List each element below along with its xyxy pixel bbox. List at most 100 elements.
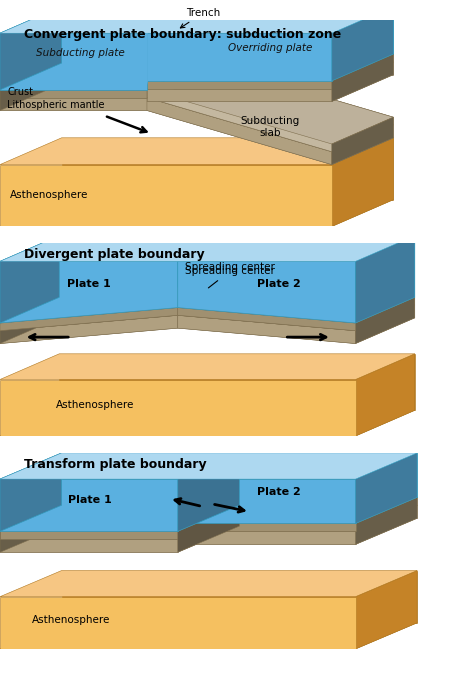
Polygon shape [332, 138, 393, 226]
Polygon shape [178, 505, 417, 531]
Polygon shape [178, 531, 356, 544]
Polygon shape [209, 71, 393, 138]
Polygon shape [62, 571, 417, 623]
Text: Overriding plate: Overriding plate [228, 43, 312, 53]
Polygon shape [239, 498, 417, 505]
Polygon shape [0, 308, 178, 331]
Polygon shape [59, 282, 237, 305]
Polygon shape [0, 63, 62, 110]
Polygon shape [332, 6, 393, 81]
Polygon shape [147, 81, 332, 89]
Polygon shape [237, 282, 415, 305]
Polygon shape [147, 62, 393, 89]
Polygon shape [147, 97, 332, 165]
Polygon shape [178, 479, 356, 523]
Polygon shape [178, 282, 415, 323]
Text: Trench: Trench [181, 8, 220, 28]
Polygon shape [0, 354, 415, 379]
Polygon shape [0, 84, 209, 110]
Polygon shape [0, 453, 239, 479]
Polygon shape [0, 453, 417, 479]
Polygon shape [62, 138, 393, 199]
Polygon shape [0, 526, 239, 552]
Polygon shape [0, 71, 209, 97]
Polygon shape [0, 513, 239, 539]
Polygon shape [0, 531, 178, 539]
Polygon shape [356, 571, 417, 649]
Polygon shape [0, 97, 147, 110]
Polygon shape [178, 302, 415, 343]
Polygon shape [356, 236, 415, 323]
Polygon shape [147, 6, 393, 33]
Polygon shape [178, 453, 417, 479]
Polygon shape [178, 505, 417, 531]
Polygon shape [62, 505, 239, 513]
Polygon shape [0, 410, 415, 436]
Polygon shape [0, 453, 62, 531]
Polygon shape [62, 71, 209, 84]
Polygon shape [356, 354, 415, 436]
Polygon shape [0, 236, 59, 323]
Polygon shape [356, 498, 417, 544]
Polygon shape [59, 354, 415, 410]
Polygon shape [0, 90, 147, 97]
Polygon shape [0, 6, 393, 33]
Polygon shape [59, 289, 237, 318]
Text: Plate 1: Plate 1 [68, 495, 111, 504]
Polygon shape [356, 297, 415, 343]
Text: Subducting
slab: Subducting slab [240, 116, 300, 138]
Text: Spreading center: Spreading center [185, 262, 275, 272]
Polygon shape [237, 289, 415, 318]
Polygon shape [0, 289, 237, 331]
Polygon shape [209, 63, 393, 125]
Polygon shape [209, 6, 393, 54]
Polygon shape [62, 63, 209, 71]
Polygon shape [239, 453, 417, 498]
Polygon shape [178, 453, 239, 531]
Text: Transform plate boundary: Transform plate boundary [24, 458, 206, 471]
Polygon shape [0, 165, 332, 226]
Polygon shape [0, 302, 237, 343]
Text: Lithospheric mantle: Lithospheric mantle [7, 101, 105, 110]
Polygon shape [147, 54, 393, 81]
Text: Plate 2: Plate 2 [257, 487, 301, 497]
Polygon shape [178, 289, 415, 331]
Text: Plate 2: Plate 2 [256, 279, 301, 289]
Polygon shape [0, 505, 62, 552]
Polygon shape [209, 54, 393, 62]
Polygon shape [0, 315, 178, 343]
Polygon shape [0, 33, 147, 90]
Polygon shape [147, 33, 332, 81]
Polygon shape [0, 539, 178, 552]
Polygon shape [0, 297, 59, 343]
Polygon shape [178, 308, 356, 331]
Polygon shape [0, 479, 178, 531]
Polygon shape [0, 505, 239, 531]
Polygon shape [178, 236, 415, 262]
Polygon shape [62, 6, 209, 63]
Polygon shape [0, 289, 237, 331]
Polygon shape [0, 6, 62, 90]
Polygon shape [237, 236, 415, 297]
Polygon shape [59, 236, 237, 297]
Text: Convergent plate boundary: subduction zone: Convergent plate boundary: subduction zo… [24, 28, 341, 41]
Polygon shape [0, 379, 356, 436]
Polygon shape [178, 315, 356, 343]
Polygon shape [0, 236, 415, 262]
Polygon shape [0, 571, 417, 597]
Polygon shape [0, 236, 237, 262]
Text: Asthenosphere: Asthenosphere [9, 190, 88, 200]
Text: Plate 1: Plate 1 [67, 279, 111, 289]
Polygon shape [239, 505, 417, 518]
Polygon shape [0, 282, 237, 323]
Polygon shape [147, 71, 393, 151]
Polygon shape [0, 513, 239, 539]
Polygon shape [178, 289, 415, 331]
Text: Asthenosphere: Asthenosphere [32, 614, 110, 625]
Polygon shape [147, 90, 332, 151]
Polygon shape [209, 62, 393, 74]
Text: Divergent plate boundary: Divergent plate boundary [24, 249, 204, 262]
Polygon shape [0, 199, 393, 226]
Polygon shape [147, 74, 393, 101]
Text: Crust: Crust [7, 87, 33, 97]
